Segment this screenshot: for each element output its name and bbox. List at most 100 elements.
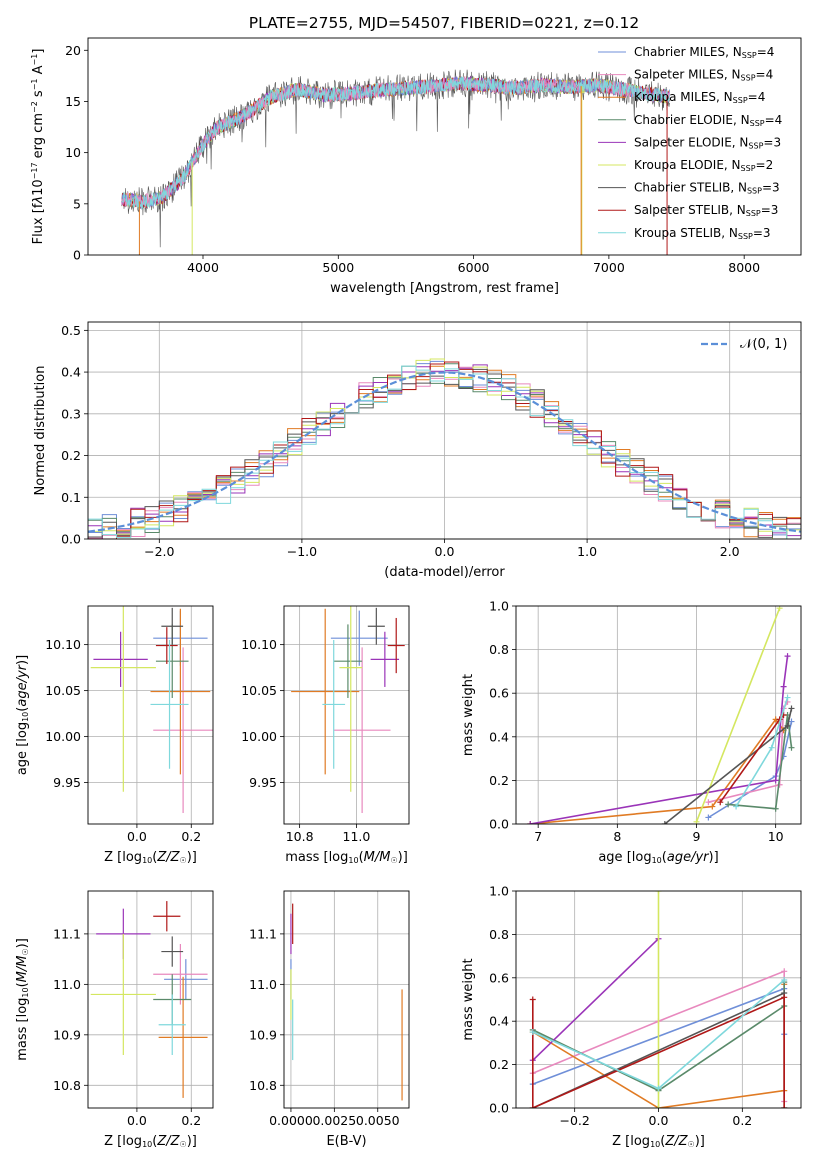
weight-lines <box>527 606 795 824</box>
error-bars <box>291 606 405 813</box>
y-tick-label: 9.95 <box>53 775 81 790</box>
y-axis-label: age [log10(age/yr)] <box>15 655 30 775</box>
weight-marker <box>784 694 791 701</box>
x-tick-label: 10.8 <box>286 829 314 844</box>
y-tick-label: 10.8 <box>249 1078 277 1093</box>
x-axis-label: (data-model)/error <box>384 565 505 580</box>
weight-marker <box>772 805 779 812</box>
y-axis-label: mass weight <box>461 674 476 756</box>
legend-label: 𝒩(0, 1) <box>740 337 787 352</box>
weight-marker <box>705 814 712 821</box>
weight-marker <box>725 801 732 808</box>
y-tick-label: 10.10 <box>241 637 277 652</box>
x-tick-label: 0.0050 <box>356 1113 400 1128</box>
x-tick-label: 2.0 <box>720 544 740 559</box>
y-tick-label: 0.8 <box>489 927 509 942</box>
y-tick-label: 10 <box>65 145 81 160</box>
x-tick-label: 11.0 <box>343 829 371 844</box>
weight-line <box>532 996 785 1108</box>
weight-marker <box>780 683 787 690</box>
y-axis-label: mass [log10(M/M☉)] <box>15 938 30 1061</box>
y-tick-label: 10.10 <box>45 637 81 652</box>
weight-line <box>695 607 781 823</box>
axes-frame <box>283 605 410 825</box>
age-vs-Z-panel: 0.0 0.2 9.95 10.00 10.05 10.10 Z [log10(Z/Z☉)]… <box>15 605 214 865</box>
legend-label: Salpeter MILES, NSSP=4 <box>634 68 773 83</box>
y-tick-label: 11.1 <box>53 926 81 941</box>
x-tick-label: 7000 <box>593 260 625 275</box>
weight-line <box>735 697 789 808</box>
y-tick-label: 1.0 <box>489 884 509 899</box>
weight-line <box>728 714 793 810</box>
gaussian-curve <box>88 371 801 533</box>
y-tick-label: 10.00 <box>45 729 81 744</box>
legend-label: Kroupa STELIB, NSSP=3 <box>634 226 771 241</box>
x-axis-label: wavelength [Angstrom, rest frame] <box>330 281 559 296</box>
x-tick-label: −1.0 <box>287 544 317 559</box>
x-tick-label: 8 <box>613 829 621 844</box>
y-tick-label: 10.00 <box>241 729 277 744</box>
legend-label: Salpeter STELIB, NSSP=3 <box>634 203 778 218</box>
x-axis-label: Z [log10(Z/Z☉)] <box>612 1134 705 1149</box>
residuals-panel: −2.0 −1.0 0.0 1.0 2.0 0.0 0.1 0.2 0.3 0.4 0.5 (data… <box>33 321 802 580</box>
x-tick-label: −0.2 <box>559 1113 589 1128</box>
histograms <box>88 358 801 539</box>
y-tick-label: 10.9 <box>53 1027 81 1042</box>
axes-frame <box>87 37 802 256</box>
y-tick-label: 20 <box>65 43 81 58</box>
error-bars <box>290 903 403 1101</box>
weight-marker <box>529 996 536 1003</box>
mass-weight-vs-Z-panel: −0.2 0.0 0.2 0.0 0.2 0.4 0.6 0.8 1.0 Z [log10(Z/Z… <box>461 884 802 1149</box>
y-tick-label: 0.1 <box>61 490 81 505</box>
y-tick-label: 0.0 <box>489 817 509 832</box>
x-axis-label: Z [log10(Z/Z☉)] <box>104 1134 197 1149</box>
y-tick-label: 10.8 <box>53 1078 81 1093</box>
x-tick-label: 0.0 <box>127 829 147 844</box>
x-tick-label: 0.2 <box>181 1113 201 1128</box>
weight-marker <box>529 1029 536 1036</box>
y-tick-label: 0.4 <box>489 729 509 744</box>
axes-frame <box>283 890 410 1109</box>
x-tick-label: 0.2 <box>181 829 201 844</box>
spectrum-line <box>121 69 670 248</box>
y-tick-label: 1.0 <box>489 599 509 614</box>
x-tick-label: 0.0000 <box>269 1113 313 1128</box>
y-tick-label: 0.4 <box>489 1014 509 1029</box>
figure-title: PLATE=2755, MJD=54507, FIBERID=0221, z=0… <box>249 14 639 32</box>
spectrum-legend: Chabrier MILES, NSSP=4 Salpeter MILES, NS… <box>598 45 782 241</box>
weight-marker <box>781 994 788 1001</box>
x-tick-label: 0.0 <box>649 1113 669 1128</box>
x-axis-label: mass [log10(M/M☉)] <box>285 850 408 865</box>
x-axis-label: age [log10(age/yr)] <box>598 850 718 865</box>
mass-vs-ebv-panel: 0.0000 0.0025 0.0050 10.8 10.9 11.0 11.1 E(B-V) <box>249 890 410 1149</box>
y-tick-label: 5 <box>73 196 81 211</box>
weight-line <box>530 655 789 824</box>
y-axis-label: mass weight <box>461 958 476 1040</box>
error-bars <box>90 606 213 813</box>
x-tick-label: −2.0 <box>144 544 174 559</box>
legend-label: Chabrier MILES, NSSP=4 <box>634 45 774 60</box>
weight-marker <box>717 799 724 806</box>
legend-label: Salpeter ELODIE, NSSP=3 <box>634 135 781 150</box>
weight-marker <box>655 1085 662 1092</box>
histogram-series <box>88 365 801 539</box>
legend-label: Chabrier ELODIE, NSSP=4 <box>634 113 782 128</box>
x-tick-label: 10 <box>768 829 784 844</box>
mass-vs-Z-panel: 0.0 0.2 10.8 10.9 11.0 11.1 Z [log10(Z/Z☉)] mas… <box>15 890 214 1149</box>
y-tick-label: 0.2 <box>61 448 81 463</box>
weight-marker <box>781 968 788 975</box>
age-vs-mass-panel: 10.8 11.0 9.95 10.00 10.05 10.10 mass [log10(M… <box>241 605 410 865</box>
y-tick-label: 9.95 <box>249 775 277 790</box>
weight-marker <box>733 803 740 810</box>
x-tick-label: 4000 <box>187 260 219 275</box>
y-tick-label: 0.0 <box>61 532 81 547</box>
y-tick-label: 0.3 <box>61 406 81 421</box>
weight-marker <box>788 718 795 725</box>
y-tick-label: 10.05 <box>241 683 277 698</box>
x-axis-label: E(B-V) <box>326 1134 366 1149</box>
x-tick-label: 5000 <box>322 260 354 275</box>
weight-marker <box>772 777 779 784</box>
weight-marker <box>709 803 716 810</box>
y-tick-label: 0.4 <box>61 365 81 380</box>
